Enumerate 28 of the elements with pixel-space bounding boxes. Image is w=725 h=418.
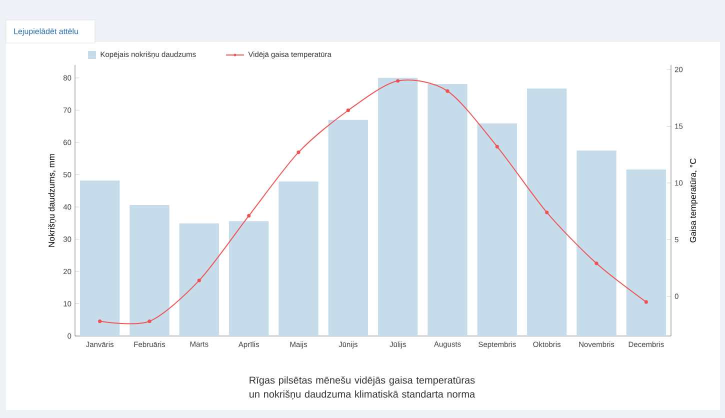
bar <box>526 88 567 336</box>
point <box>197 278 201 282</box>
bar <box>626 170 666 336</box>
text: Lejupielādēt attēlu <box>14 28 78 36</box>
point <box>644 300 648 304</box>
point <box>296 150 300 154</box>
point <box>346 108 350 112</box>
bar <box>328 120 368 336</box>
bar <box>80 180 120 336</box>
bar <box>278 181 318 336</box>
bar <box>378 78 418 336</box>
bar <box>477 123 518 336</box>
bar <box>576 150 616 336</box>
text: Rīgas pilsētas mēnešu vidējās gaisa temperatūras un nokrišņu daudzuma klimatiskā standarta norma <box>250 376 476 400</box>
y2-axis-title: Gaisa temperatūra, °C <box>690 158 698 242</box>
point <box>98 319 102 324</box>
point <box>446 89 450 93</box>
bar <box>130 205 170 336</box>
point <box>545 210 549 214</box>
bar <box>428 84 468 336</box>
bar <box>228 221 269 336</box>
point <box>396 79 400 83</box>
point <box>495 144 499 148</box>
bar <box>179 223 220 336</box>
y-axis-title: Nokrišņu daudzums, mm <box>48 154 56 247</box>
point <box>247 214 251 218</box>
point <box>594 262 598 266</box>
point <box>148 319 152 324</box>
